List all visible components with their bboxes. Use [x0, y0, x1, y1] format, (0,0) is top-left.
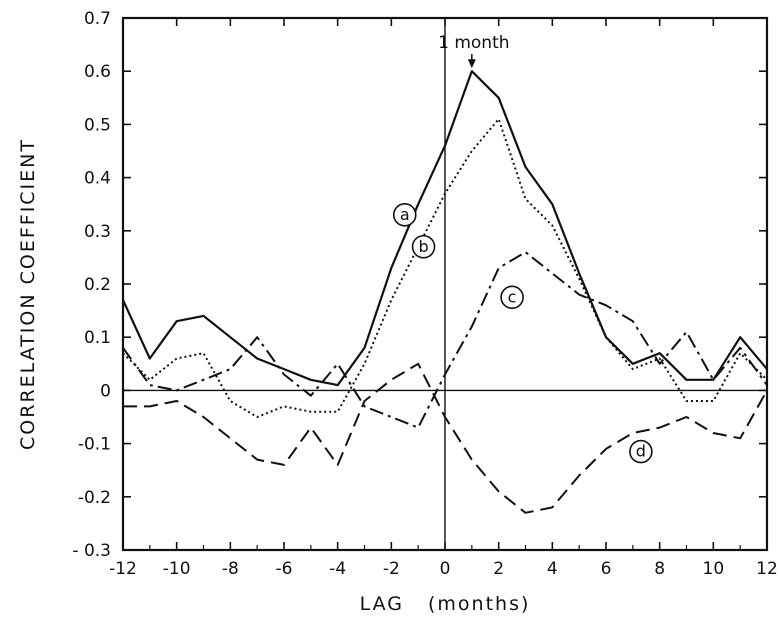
x-axis-title: LAG (months) — [360, 593, 531, 615]
series-d-label-circle — [629, 439, 653, 464]
axis-titles-layer: LAG (months) CORRELATION COEFFICIENT — [17, 138, 531, 615]
x-tick-label: 8 — [654, 559, 665, 579]
series-b-label: b — [418, 237, 428, 256]
annotation-layer: 1 month — [438, 33, 510, 69]
y-tick-label: -0.1 — [78, 435, 111, 455]
y-tick-label: 0.7 — [84, 9, 111, 29]
y-tick-label: 0.4 — [84, 169, 111, 189]
x-axis-title-unit: (months) — [428, 593, 530, 615]
x-tick-label: -4 — [329, 559, 346, 579]
x-tick-label: -6 — [276, 559, 293, 579]
y-tick-label: - 0.3 — [72, 541, 111, 561]
y-tick-label: 0 — [100, 381, 111, 401]
axes-layer — [121, 16, 769, 552]
y-tick-label: 0.5 — [84, 115, 111, 135]
series-b-line — [122, 118, 768, 418]
y-tick-label: 0.6 — [84, 62, 111, 82]
x-tick-label: 0 — [440, 559, 451, 579]
x-tick-label: 2 — [493, 559, 504, 579]
x-tick-label: 6 — [601, 559, 612, 579]
x-tick-label: -12 — [109, 559, 137, 579]
x-tick-label: 12 — [756, 559, 778, 579]
x-tick-label: 4 — [547, 559, 558, 579]
series-c-label-circle — [500, 285, 524, 310]
series-c-label: c — [508, 287, 517, 306]
series-a-line — [121, 70, 768, 387]
y-tick-label: 0.3 — [84, 222, 111, 242]
y-tick-label: -0.2 — [78, 488, 111, 508]
y-tick-label: 0.1 — [84, 328, 111, 348]
series-a-label-circle — [392, 203, 417, 227]
y-axis-title: CORRELATION COEFFICIENT — [17, 138, 39, 450]
series-d-label: d — [636, 442, 646, 461]
x-tick-label: -8 — [222, 559, 239, 579]
annotation-arrow-head — [467, 59, 476, 69]
y-tick-label: 0.2 — [84, 275, 111, 295]
x-axis-title-main: LAG — [360, 593, 404, 615]
series-labels-layer: ab c d — [392, 203, 653, 464]
series-c-line — [122, 251, 768, 429]
x-tick-label: 10 — [703, 559, 725, 579]
series-d-line — [123, 362, 768, 514]
annotation-text: 1 month — [438, 33, 509, 53]
series-b-label-circle — [411, 234, 436, 259]
x-tick-label: -10 — [163, 559, 191, 579]
series-a-label: a — [400, 205, 410, 224]
ticks-layer: -12 -10 -8 -6 -4 -2 0 2 4 6 8 10 12 0.7 0.6 0.5 0.4 0.3 0.… — [72, 9, 777, 579]
series-layer — [121, 70, 768, 514]
x-tick-label: -2 — [383, 559, 400, 579]
